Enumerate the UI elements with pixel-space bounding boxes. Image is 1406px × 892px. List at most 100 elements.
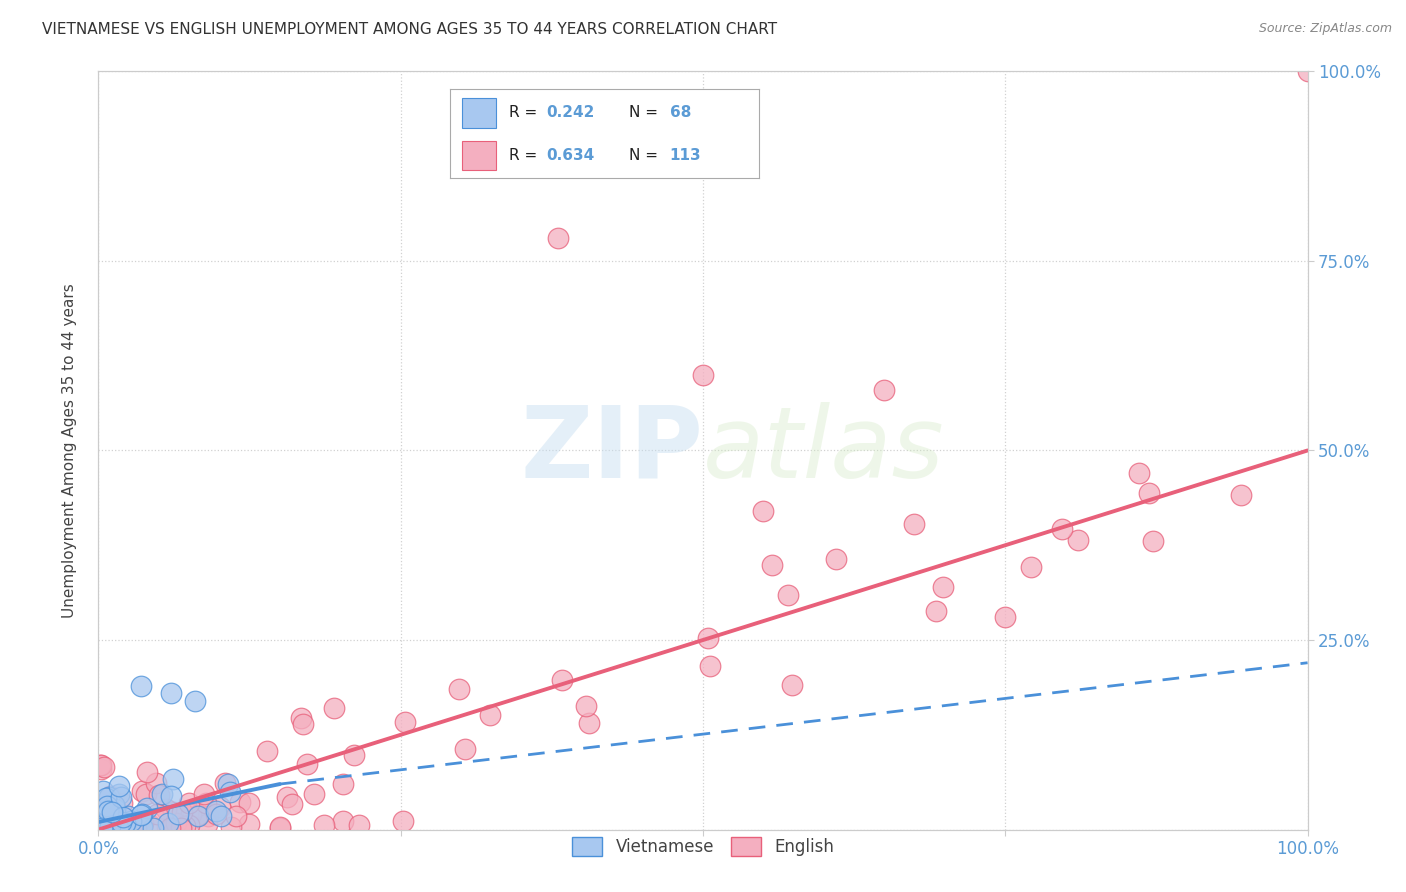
Point bbox=[162, 772, 184, 786]
Point bbox=[111, 814, 134, 829]
Point bbox=[547, 231, 569, 245]
Point bbox=[228, 796, 250, 810]
Point bbox=[112, 811, 135, 825]
Point bbox=[217, 777, 239, 791]
Point bbox=[1296, 64, 1319, 78]
Point bbox=[697, 632, 720, 646]
Point bbox=[89, 757, 111, 772]
Point bbox=[103, 799, 125, 814]
Point bbox=[449, 681, 471, 696]
Point bbox=[131, 808, 153, 822]
Point bbox=[1137, 486, 1160, 500]
Point bbox=[780, 678, 803, 692]
Point bbox=[100, 809, 122, 823]
Point bbox=[135, 787, 157, 801]
Point bbox=[170, 821, 193, 835]
Point bbox=[91, 820, 114, 834]
Point bbox=[824, 552, 846, 566]
Point bbox=[101, 821, 124, 835]
Point bbox=[94, 805, 117, 820]
Point bbox=[219, 820, 242, 834]
Point bbox=[107, 780, 129, 794]
Point bbox=[550, 673, 572, 687]
Point bbox=[578, 715, 600, 730]
Point bbox=[699, 659, 721, 673]
Point bbox=[115, 821, 138, 835]
Text: 113: 113 bbox=[669, 148, 702, 162]
Point bbox=[117, 809, 139, 823]
Point bbox=[93, 814, 115, 829]
Point bbox=[159, 821, 181, 835]
Point bbox=[90, 758, 112, 772]
Point bbox=[107, 821, 129, 835]
Text: R =: R = bbox=[509, 105, 541, 120]
Point bbox=[114, 815, 136, 830]
Point bbox=[225, 809, 247, 823]
Text: ZIP: ZIP bbox=[520, 402, 703, 499]
Point bbox=[165, 816, 187, 830]
Point bbox=[94, 814, 117, 828]
Point bbox=[89, 818, 111, 832]
Point bbox=[111, 797, 134, 811]
Point bbox=[994, 610, 1017, 624]
Point bbox=[1128, 466, 1150, 480]
Point bbox=[172, 805, 194, 819]
Point bbox=[108, 819, 131, 833]
Point bbox=[131, 820, 153, 834]
Point bbox=[142, 821, 165, 835]
Point bbox=[89, 815, 111, 830]
Text: R =: R = bbox=[509, 148, 541, 162]
Point bbox=[314, 818, 336, 832]
Point bbox=[187, 809, 209, 823]
Point bbox=[97, 805, 120, 819]
Point bbox=[173, 819, 195, 833]
Point bbox=[454, 741, 477, 756]
Point bbox=[145, 776, 167, 790]
Point bbox=[103, 797, 125, 812]
Point bbox=[129, 678, 152, 692]
Point bbox=[93, 810, 115, 824]
Point bbox=[98, 804, 121, 818]
Point bbox=[195, 817, 218, 831]
Text: atlas: atlas bbox=[703, 402, 945, 499]
Point bbox=[332, 814, 354, 828]
Point bbox=[104, 802, 127, 816]
Point bbox=[281, 797, 304, 811]
Point bbox=[692, 368, 714, 382]
Point bbox=[89, 808, 111, 822]
Point bbox=[98, 819, 121, 833]
Point bbox=[132, 816, 155, 830]
Point bbox=[91, 821, 114, 835]
Legend: Vietnamese, English: Vietnamese, English bbox=[565, 830, 841, 863]
Point bbox=[93, 813, 115, 827]
FancyBboxPatch shape bbox=[463, 98, 496, 128]
Point bbox=[209, 809, 232, 823]
Point bbox=[304, 787, 326, 801]
Point bbox=[120, 814, 142, 829]
Point bbox=[89, 803, 111, 817]
Point bbox=[97, 811, 120, 825]
Point bbox=[479, 708, 502, 723]
Point bbox=[96, 815, 118, 830]
Point bbox=[101, 821, 124, 835]
Point bbox=[125, 821, 148, 835]
Point bbox=[105, 801, 128, 815]
Point bbox=[96, 798, 118, 813]
Point bbox=[96, 790, 118, 805]
Point bbox=[925, 604, 948, 618]
Point bbox=[146, 806, 169, 821]
Point bbox=[155, 820, 177, 834]
Point bbox=[101, 815, 124, 830]
Point bbox=[108, 821, 131, 835]
Point bbox=[208, 800, 231, 814]
Point bbox=[89, 800, 111, 814]
Point bbox=[197, 809, 219, 823]
Y-axis label: Unemployment Among Ages 35 to 44 years: Unemployment Among Ages 35 to 44 years bbox=[62, 283, 77, 618]
Point bbox=[107, 818, 129, 832]
Point bbox=[91, 784, 114, 798]
Point bbox=[131, 783, 153, 797]
Point bbox=[218, 785, 240, 799]
Point bbox=[903, 517, 925, 532]
Point bbox=[115, 821, 138, 835]
Point bbox=[91, 818, 114, 832]
